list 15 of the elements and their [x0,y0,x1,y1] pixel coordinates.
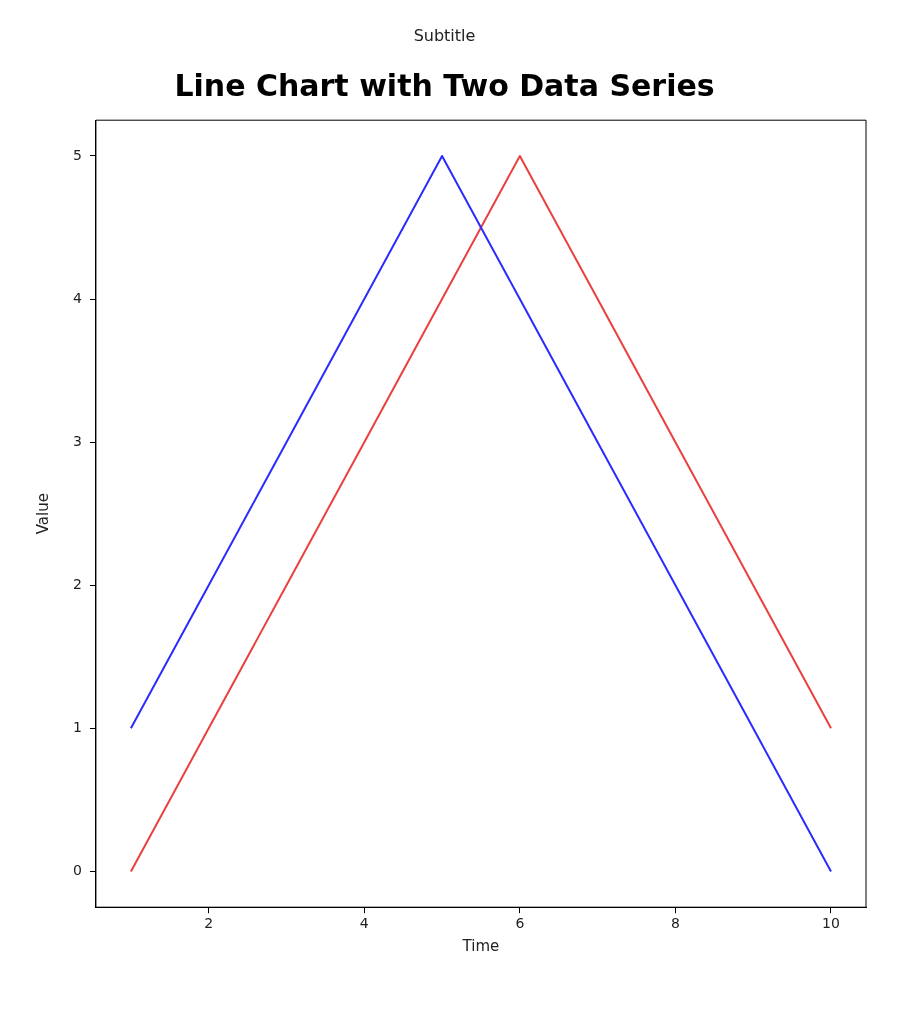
y-tick-label: 0 [72,862,82,879]
y-tick-label: 3 [72,432,82,449]
x-tick-label: 6 [515,915,525,932]
y-tick-label: 5 [72,146,82,163]
x-tick-label: 8 [670,915,680,932]
chart-title: Line Chart with Two Data Series [174,68,715,103]
y-tick-label: 1 [72,718,82,735]
y-tick-label: 2 [72,575,82,592]
x-tick-label: 2 [204,915,214,932]
x-axis-title: Time [461,936,500,955]
y-tick-label: 4 [72,289,82,306]
x-tick-label: 4 [359,915,369,932]
y-axis-title: Value [33,493,52,535]
x-tick-label: 10 [822,915,840,932]
chart-subtitle: Subtitle [413,25,476,45]
